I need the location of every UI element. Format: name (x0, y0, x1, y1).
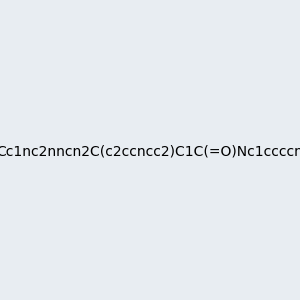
Text: Cc1nc2nncn2C(c2ccncc2)C1C(=O)Nc1ccccn1: Cc1nc2nncn2C(c2ccncc2)C1C(=O)Nc1ccccn1 (0, 145, 300, 158)
